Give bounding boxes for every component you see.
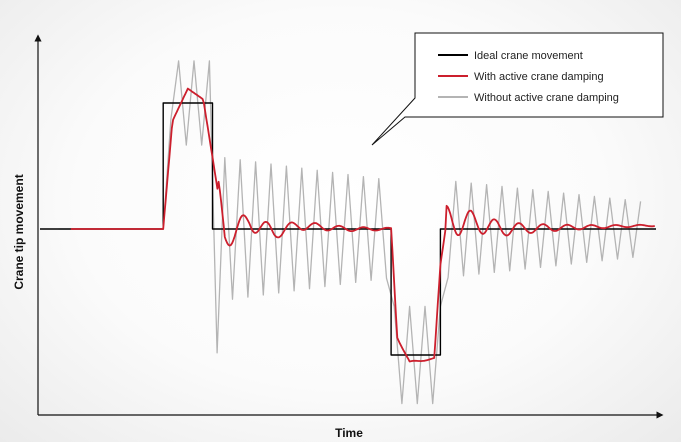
legend-callout-box bbox=[371, 32, 664, 146]
x-axis-label: Time bbox=[335, 426, 363, 440]
legend: Ideal crane movement With active crane d… bbox=[371, 32, 664, 146]
series-layer bbox=[40, 60, 656, 405]
y-axis-label: Crane tip movement bbox=[12, 174, 26, 289]
series-line-damped bbox=[70, 87, 655, 363]
legend-label-undamped: Without active crane damping bbox=[474, 92, 619, 104]
legend-label-ideal: Ideal crane movement bbox=[474, 50, 583, 62]
legend-label-damped: With active crane damping bbox=[474, 71, 604, 83]
